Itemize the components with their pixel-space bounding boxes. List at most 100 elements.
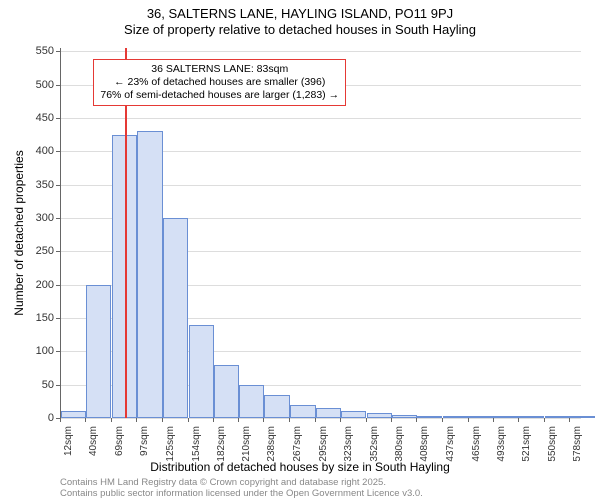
histogram-bar [86,285,111,418]
footer-line-2: Contains public sector information licen… [60,489,423,500]
y-tick-label: 50 [14,379,54,391]
x-tick-label: 210sqm [241,426,252,462]
x-tick-label: 40sqm [88,426,99,456]
histogram-bar [316,408,341,418]
histogram-bar [264,395,289,418]
histogram-bar [189,325,214,418]
chart-title-description: Size of property relative to detached ho… [0,22,600,37]
y-tick-label: 300 [14,212,54,224]
x-tick-label: 578sqm [572,426,583,462]
x-tick-mark [416,418,417,422]
x-tick-mark [111,418,112,422]
grid-line [61,118,581,119]
x-tick-label: 380sqm [394,426,405,462]
histogram-bar [163,218,188,418]
y-tick-mark [56,85,60,86]
annotation-line: ← 23% of detached houses are smaller (39… [100,76,339,89]
histogram-bar [214,365,239,418]
x-tick-mark [442,418,443,422]
x-tick-label: 408sqm [419,426,430,462]
y-tick-label: 550 [14,45,54,57]
grid-line [61,51,581,52]
x-tick-label: 182sqm [216,426,227,462]
histogram-bar [443,416,468,418]
histogram-bar [417,416,442,418]
annotation-line: 36 SALTERNS LANE: 83sqm [100,63,339,76]
y-tick-label: 400 [14,145,54,157]
x-tick-mark [493,418,494,422]
histogram-bar [239,385,264,418]
y-tick-mark [56,51,60,52]
histogram-bar [545,416,570,418]
x-tick-label: 352sqm [369,426,380,462]
histogram-bar [570,416,595,418]
x-tick-label: 521sqm [521,426,532,462]
y-tick-mark [56,251,60,252]
x-tick-label: 437sqm [445,426,456,462]
x-tick-label: 97sqm [139,426,150,456]
x-tick-label: 465sqm [471,426,482,462]
x-tick-mark [366,418,367,422]
grid-line [61,418,581,419]
histogram-bar [469,416,494,418]
y-tick-label: 100 [14,345,54,357]
x-tick-mark [468,418,469,422]
x-tick-mark [263,418,264,422]
x-tick-mark [162,418,163,422]
y-tick-label: 200 [14,279,54,291]
histogram-bar [367,413,392,418]
x-tick-label: 154sqm [191,426,202,462]
x-tick-mark [85,418,86,422]
y-tick-label: 150 [14,312,54,324]
x-tick-label: 69sqm [114,426,125,456]
histogram-bar [137,131,162,418]
x-tick-label: 295sqm [318,426,329,462]
y-tick-mark [56,185,60,186]
x-tick-mark [569,418,570,422]
x-tick-label: 493sqm [496,426,507,462]
histogram-bar [392,415,417,418]
y-tick-mark [56,285,60,286]
x-tick-label: 125sqm [165,426,176,462]
histogram-bar [341,411,366,418]
annotation-line: 76% of semi-detached houses are larger (… [100,89,339,102]
y-tick-mark [56,118,60,119]
y-tick-mark [56,351,60,352]
y-tick-label: 0 [14,412,54,424]
y-tick-mark [56,385,60,386]
histogram-bar [519,416,544,418]
y-tick-label: 500 [14,79,54,91]
x-tick-label: 550sqm [547,426,558,462]
y-tick-mark [56,318,60,319]
annotation-box: 36 SALTERNS LANE: 83sqm← 23% of detached… [93,59,346,106]
property-size-histogram: 36, SALTERNS LANE, HAYLING ISLAND, PO11 … [0,0,600,500]
y-axis-label: Number of detached properties [12,150,26,315]
y-tick-label: 250 [14,245,54,257]
x-tick-mark [60,418,61,422]
chart-title-address: 36, SALTERNS LANE, HAYLING ISLAND, PO11 … [0,6,600,21]
histogram-bar [61,411,86,418]
histogram-bar [494,416,519,418]
x-tick-mark [340,418,341,422]
x-tick-mark [289,418,290,422]
y-tick-label: 350 [14,179,54,191]
y-tick-mark [56,151,60,152]
x-tick-mark [315,418,316,422]
data-attribution: Contains HM Land Registry data © Crown c… [60,478,423,500]
x-tick-label: 323sqm [343,426,354,462]
x-tick-mark [518,418,519,422]
x-tick-mark [238,418,239,422]
y-tick-label: 450 [14,112,54,124]
x-tick-label: 238sqm [266,426,277,462]
y-tick-mark [56,218,60,219]
x-tick-mark [213,418,214,422]
x-tick-label: 267sqm [292,426,303,462]
x-tick-mark [544,418,545,422]
x-axis-label: Distribution of detached houses by size … [0,460,600,474]
x-tick-label: 12sqm [63,426,74,456]
x-tick-mark [391,418,392,422]
histogram-bar [290,405,315,418]
plot-area: 36 SALTERNS LANE: 83sqm← 23% of detached… [60,48,581,419]
x-tick-mark [188,418,189,422]
x-tick-mark [136,418,137,422]
